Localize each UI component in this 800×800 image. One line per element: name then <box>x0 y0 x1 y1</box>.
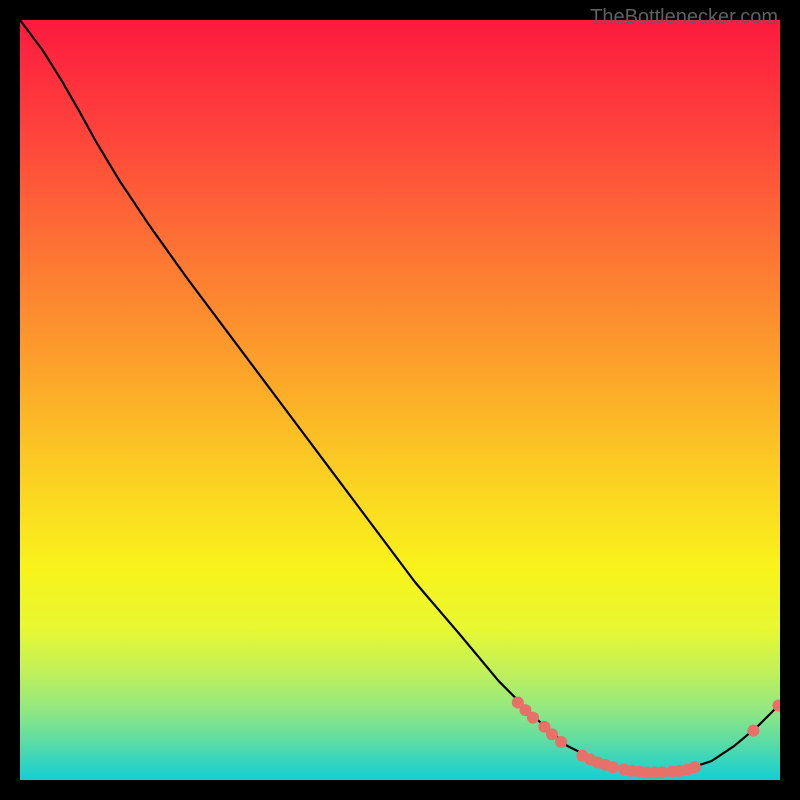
chart-svg <box>20 20 780 780</box>
bottleneck-chart <box>20 20 780 780</box>
scatter-point <box>527 712 539 724</box>
scatter-point <box>689 761 701 773</box>
gradient-background <box>20 20 780 780</box>
scatter-point <box>555 736 567 748</box>
scatter-point <box>607 761 619 773</box>
scatter-point <box>747 725 759 737</box>
watermark-text: TheBottlenecker.com <box>590 6 778 29</box>
